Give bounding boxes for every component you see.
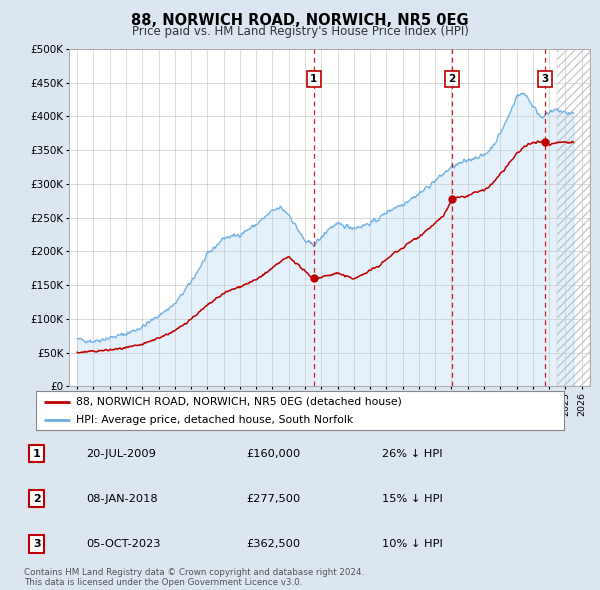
Text: 88, NORWICH ROAD, NORWICH, NR5 0EG: 88, NORWICH ROAD, NORWICH, NR5 0EG [131, 13, 469, 28]
Text: 88, NORWICH ROAD, NORWICH, NR5 0EG (detached house): 88, NORWICH ROAD, NORWICH, NR5 0EG (deta… [76, 397, 401, 407]
Text: £362,500: £362,500 [247, 539, 301, 549]
Text: 3: 3 [542, 74, 549, 84]
Text: Price paid vs. HM Land Registry's House Price Index (HPI): Price paid vs. HM Land Registry's House … [131, 25, 469, 38]
Text: 2: 2 [33, 494, 41, 504]
Text: 1: 1 [33, 449, 41, 458]
Text: 05-OCT-2023: 05-OCT-2023 [86, 539, 160, 549]
Text: £160,000: £160,000 [247, 449, 301, 458]
Text: HPI: Average price, detached house, South Norfolk: HPI: Average price, detached house, Sout… [76, 415, 353, 425]
Text: 26% ↓ HPI: 26% ↓ HPI [382, 449, 443, 458]
Text: Contains HM Land Registry data © Crown copyright and database right 2024.
This d: Contains HM Land Registry data © Crown c… [24, 568, 364, 587]
Text: £277,500: £277,500 [247, 494, 301, 504]
Text: 15% ↓ HPI: 15% ↓ HPI [382, 494, 443, 504]
Text: 10% ↓ HPI: 10% ↓ HPI [382, 539, 443, 549]
Text: 2: 2 [448, 74, 455, 84]
Text: 1: 1 [310, 74, 317, 84]
Text: 20-JUL-2009: 20-JUL-2009 [86, 449, 156, 458]
Text: 08-JAN-2018: 08-JAN-2018 [86, 494, 157, 504]
Text: 3: 3 [33, 539, 41, 549]
